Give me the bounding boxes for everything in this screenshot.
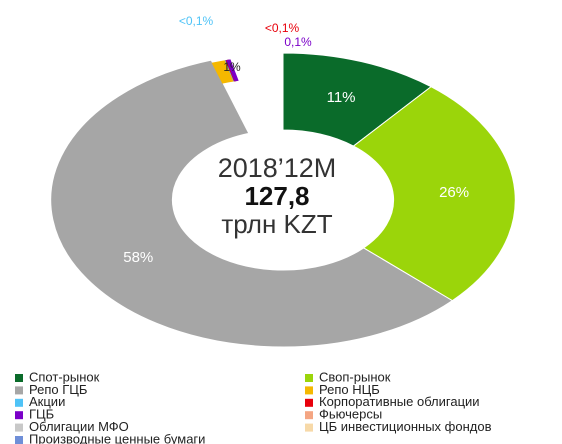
slice — [226, 59, 239, 82]
donut — [50, 52, 516, 348]
value-label: 0,1% — [284, 35, 312, 49]
legend-label: Спот-рынок — [29, 369, 100, 384]
center-period: 2018’12M — [218, 153, 337, 183]
legend-label: Фьючерсы — [319, 407, 382, 422]
legend-swatch — [15, 411, 23, 420]
center-unit: трлн KZT — [221, 209, 332, 239]
legend-swatch — [15, 423, 23, 432]
value-label: 11% — [327, 89, 356, 106]
value-label: <0,1% — [265, 21, 300, 35]
legend-swatch — [15, 374, 23, 382]
legend-swatch — [305, 374, 313, 382]
slice — [352, 86, 516, 302]
legend-label: Репо НЦБ — [319, 382, 380, 397]
legend-swatch — [15, 386, 23, 395]
legend-label: Акции — [29, 394, 65, 409]
legend-label: ГЦБ — [29, 407, 54, 422]
legend-label: ЦБ инвестиционных фондов — [319, 419, 492, 434]
value-label: 26% — [439, 184, 469, 201]
legend-swatch — [305, 398, 313, 407]
legend-label: Своп-рынок — [319, 369, 391, 384]
legend-label: Репо ГЦБ — [29, 382, 87, 397]
value-label: <0,1% — [179, 14, 214, 28]
legend-label: Корпоративные облигации — [319, 394, 480, 409]
legend-swatch — [15, 398, 23, 407]
legend-swatch — [305, 423, 313, 432]
center-value: 127,8 — [244, 181, 309, 211]
legend-label: Облигации МФО — [29, 419, 129, 434]
value-label: 58% — [123, 249, 153, 266]
legend-swatch — [15, 436, 23, 444]
legend-label: Производные ценные бумаги — [29, 431, 205, 444]
slice — [50, 59, 454, 348]
legend-swatch — [305, 386, 313, 395]
value-label: 1% — [223, 60, 241, 74]
legend-swatch — [305, 411, 313, 420]
